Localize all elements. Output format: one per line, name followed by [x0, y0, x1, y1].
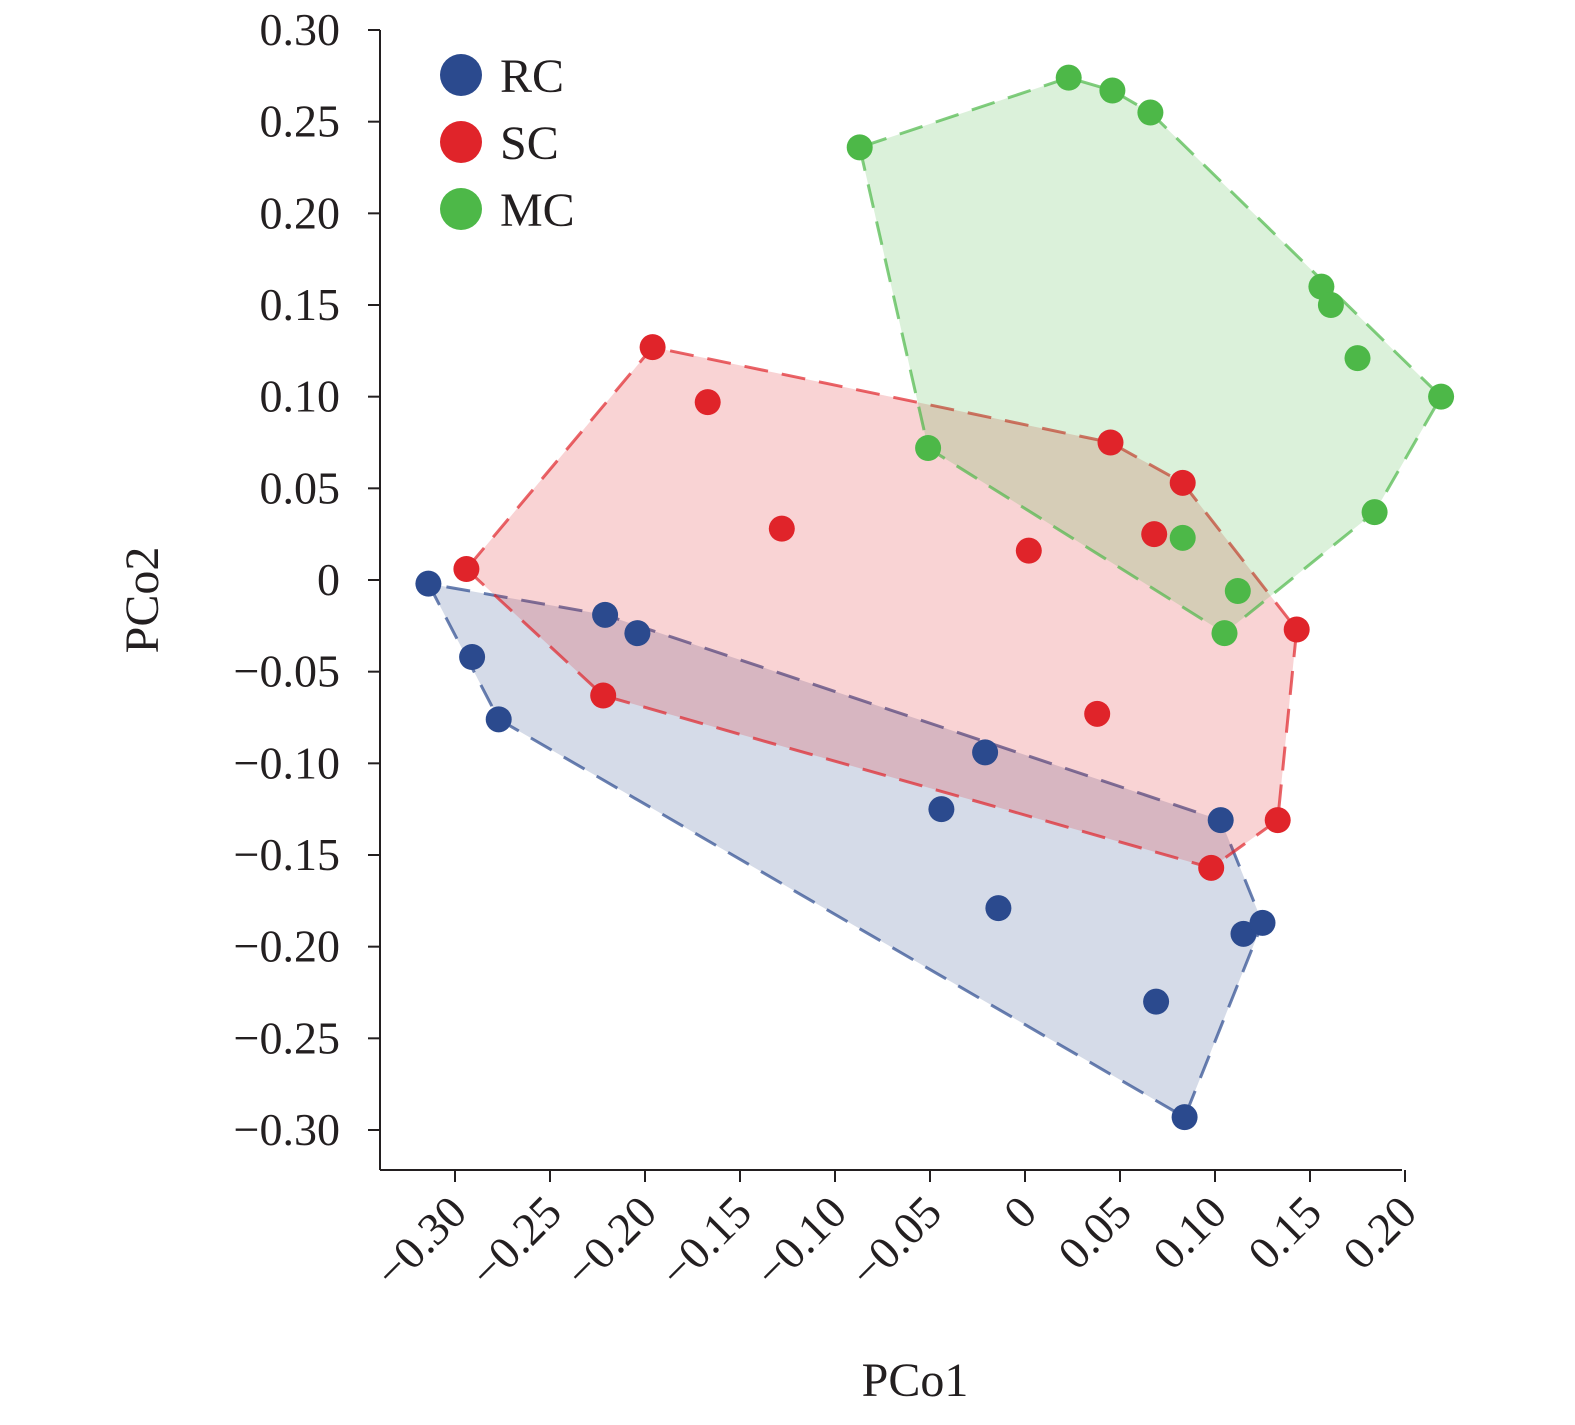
point-sc	[1264, 807, 1291, 834]
y-tick-label: 0.25	[260, 96, 341, 147]
legend-marker-sc	[440, 121, 482, 163]
points-layer	[415, 64, 1455, 1131]
point-rc	[1171, 1104, 1198, 1131]
point-mc	[1317, 292, 1344, 319]
x-tick-label: −0.05	[840, 1186, 951, 1297]
point-sc	[639, 334, 666, 361]
x-tick-label: 0	[994, 1186, 1046, 1238]
point-mc	[1211, 620, 1238, 647]
point-rc	[624, 620, 651, 647]
point-mc	[1099, 77, 1126, 104]
point-rc	[459, 643, 486, 670]
point-sc	[694, 389, 721, 416]
point-sc	[1084, 700, 1111, 727]
x-tick-label: 0.15	[1238, 1186, 1331, 1279]
y-tick-label: 0	[317, 554, 340, 605]
hull-mc	[857, 76, 1443, 636]
point-sc	[1169, 469, 1196, 496]
point-sc	[590, 682, 617, 709]
y-tick-label: 0.10	[260, 371, 341, 422]
point-mc	[915, 435, 942, 462]
legend-label: MC	[500, 184, 575, 237]
y-tick-label: −0.20	[234, 921, 340, 972]
point-mc	[1344, 345, 1371, 372]
point-rc	[985, 895, 1012, 922]
x-tick-label: −0.20	[555, 1186, 666, 1297]
point-rc	[1249, 909, 1276, 936]
y-tick-label: −0.05	[234, 646, 340, 697]
legend-marker-mc	[440, 188, 482, 230]
x-tick-label: −0.25	[460, 1186, 571, 1297]
point-mc	[1055, 64, 1082, 91]
x-tick-label: −0.30	[365, 1186, 476, 1297]
y-tick-label: 0.15	[260, 279, 341, 330]
point-rc	[1143, 988, 1170, 1015]
point-sc	[1141, 521, 1168, 548]
point-mc	[1428, 383, 1455, 410]
y-tick-label: 0.05	[260, 462, 341, 513]
y-tick-label: −0.25	[234, 1012, 340, 1063]
point-sc	[1015, 537, 1042, 564]
point-mc	[1224, 577, 1251, 604]
y-tick-label: −0.10	[234, 737, 340, 788]
point-rc	[1230, 920, 1257, 947]
x-axis-label: PCo1	[862, 1354, 969, 1407]
point-rc	[928, 796, 955, 823]
x-tick-label: −0.10	[745, 1186, 856, 1297]
point-sc	[768, 515, 795, 542]
point-mc	[1169, 524, 1196, 551]
point-rc	[972, 739, 999, 766]
point-sc	[1283, 616, 1310, 643]
point-rc	[485, 706, 512, 733]
point-mc	[846, 134, 873, 161]
point-sc	[1097, 429, 1124, 456]
x-tick-label: −0.15	[650, 1186, 761, 1297]
y-axis-label: PCo2	[116, 547, 169, 654]
point-rc	[1207, 807, 1234, 834]
x-tick-label: 0.05	[1048, 1186, 1141, 1279]
y-tick-label: −0.30	[234, 1104, 340, 1155]
point-rc	[415, 570, 442, 597]
point-rc	[592, 601, 619, 628]
point-mc	[1137, 99, 1164, 126]
legend-marker-rc	[440, 54, 482, 96]
x-tick-label: 0.10	[1143, 1186, 1236, 1279]
y-tick-label: −0.15	[234, 829, 340, 880]
hull-sc	[464, 345, 1299, 870]
legend-label: SC	[500, 117, 559, 170]
hull-layer	[425, 76, 1443, 1120]
legend: RC SC MC	[440, 50, 575, 237]
point-sc	[1198, 854, 1225, 881]
y-tick-label: 0.30	[260, 4, 341, 55]
point-sc	[453, 556, 480, 583]
point-mc	[1361, 499, 1388, 526]
y-tick-label: 0.20	[260, 187, 341, 238]
legend-label: RC	[500, 50, 564, 103]
x-tick-label: 0.20	[1333, 1186, 1426, 1279]
